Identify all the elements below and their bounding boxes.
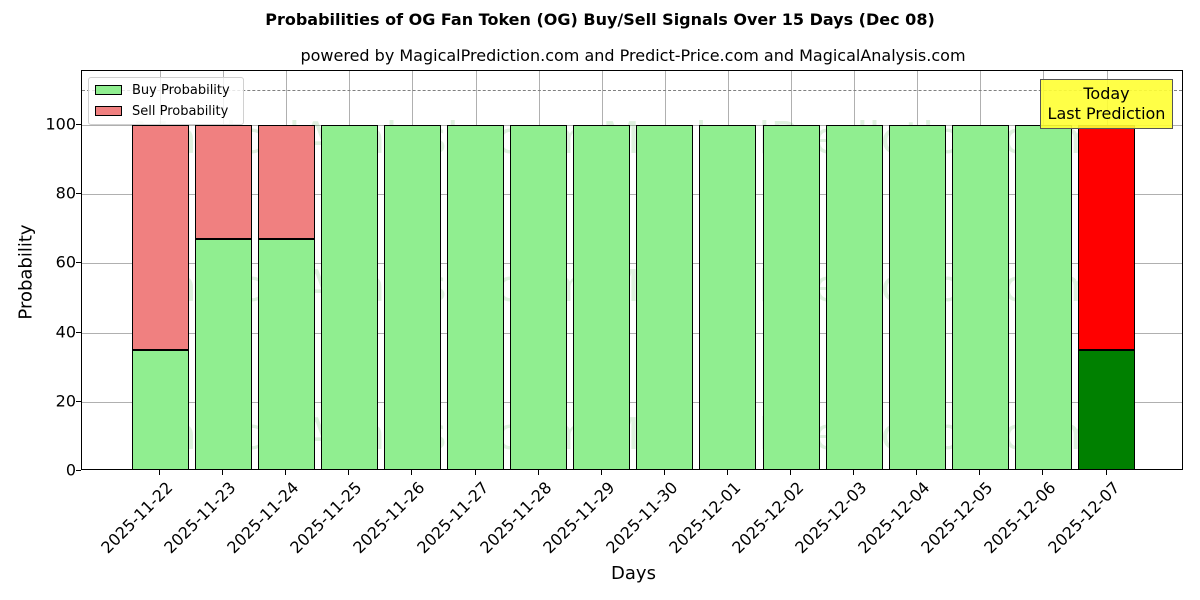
x-tick-mark <box>411 470 413 475</box>
buy-bar <box>888 125 946 469</box>
buy-bar <box>447 125 504 469</box>
x-tick-mark <box>159 470 160 475</box>
sell-bar <box>1078 125 1135 350</box>
legend-label-buy: Buy Probability <box>132 82 230 98</box>
sell-bar <box>257 125 315 240</box>
buy-bar <box>825 125 883 469</box>
reference-line <box>82 90 1182 92</box>
sell-bar <box>131 125 189 350</box>
y-tick-label: 100 <box>45 114 76 134</box>
y-tick-label: 80 <box>55 183 76 203</box>
annotation-line-1: Today <box>1083 84 1130 103</box>
y-tick-label: 40 <box>55 322 76 342</box>
y-tick-mark <box>76 124 81 125</box>
x-axis-label: Days <box>611 563 656 584</box>
x-tick-mark <box>474 470 476 475</box>
x-tick-mark <box>348 470 350 475</box>
x-tick-mark <box>1042 470 1044 475</box>
sell-bar <box>194 125 252 240</box>
today-annotation: Today Last Prediction <box>1040 79 1173 129</box>
x-tick-mark <box>790 470 791 475</box>
y-tick-mark <box>76 470 81 471</box>
buy-bar <box>573 125 631 469</box>
gridline-horizontal <box>82 194 1182 196</box>
buy-bar <box>257 239 315 469</box>
x-tick-mark <box>979 470 981 475</box>
legend-item-buy: Buy Probability <box>95 82 230 98</box>
y-tick-label: 60 <box>55 252 76 272</box>
gridline-horizontal <box>82 125 1182 126</box>
legend-label-sell: Sell Probability <box>132 103 229 119</box>
buy-bar <box>131 349 189 469</box>
buy-bar <box>699 125 757 469</box>
buy-bar <box>194 239 252 469</box>
gridline-horizontal <box>82 401 1182 403</box>
y-tick-mark <box>76 400 81 402</box>
chart-title: Probabilities of OG Fan Token (OG) Buy/S… <box>265 10 935 29</box>
x-tick-mark <box>663 470 665 475</box>
y-tick-mark <box>76 331 81 333</box>
annotation-line-2: Last Prediction <box>1047 104 1166 123</box>
plot-area: MagicalAnalysis.comMagicalPrediction.com… <box>81 70 1183 470</box>
gridline-horizontal <box>82 263 1182 265</box>
buy-swatch-icon <box>95 85 122 95</box>
buy-bar <box>636 125 694 469</box>
buy-bar <box>383 125 441 469</box>
x-tick-mark <box>222 470 224 475</box>
x-tick-mark <box>726 470 728 475</box>
y-tick-mark <box>76 262 81 264</box>
gridline-horizontal <box>82 332 1182 334</box>
y-tick-label: 20 <box>55 391 76 411</box>
sell-swatch-icon <box>95 106 122 116</box>
chart-subtitle: powered by MagicalPrediction.com and Pre… <box>300 46 966 65</box>
y-tick-mark <box>76 193 81 195</box>
x-tick-mark <box>537 470 539 475</box>
x-tick-mark <box>1105 470 1107 475</box>
buy-bar <box>1078 349 1135 469</box>
buy-bar <box>762 125 820 469</box>
x-tick-mark <box>853 470 855 475</box>
buy-bar <box>1014 125 1072 469</box>
x-tick-mark <box>600 470 602 475</box>
x-tick-mark <box>916 470 918 475</box>
legend-item-sell: Sell Probability <box>95 103 228 119</box>
y-tick-label: 0 <box>65 460 76 480</box>
y-axis-label: Probability <box>15 224 37 320</box>
buy-bar <box>951 125 1009 469</box>
buy-bar <box>320 125 378 469</box>
x-tick-mark <box>285 470 287 475</box>
buy-bar <box>510 125 568 469</box>
legend: Buy Probability Sell Probability <box>88 77 244 125</box>
